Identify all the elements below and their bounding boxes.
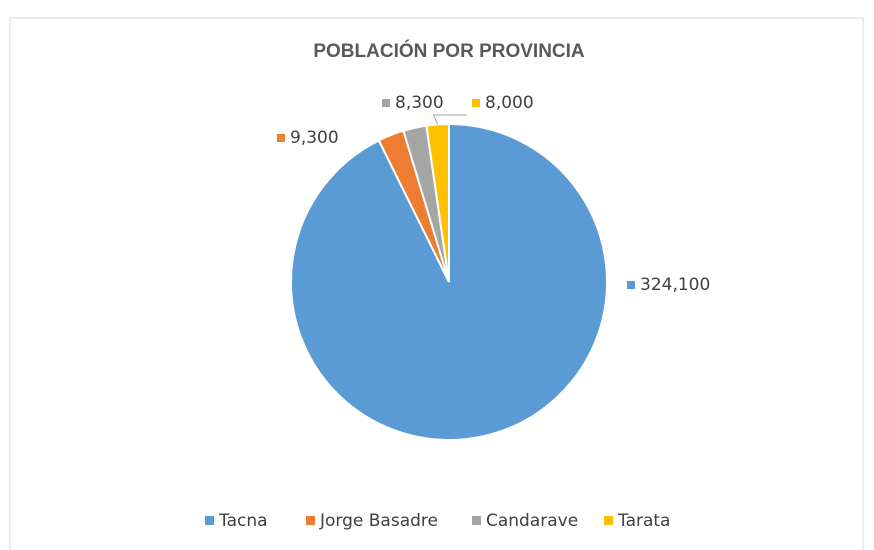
- chart-title: POBLACIÓN POR PROVINCIA: [313, 40, 585, 62]
- data-label: 324,100: [640, 275, 710, 295]
- legend-marker: [604, 516, 613, 525]
- data-label: 8,000: [485, 93, 534, 113]
- data-label-marker: [472, 99, 480, 107]
- pie-slice: [290, 122, 608, 441]
- data-label-marker: [277, 134, 285, 142]
- data-label: 9,300: [290, 128, 339, 148]
- data-label: 8,300: [395, 93, 444, 113]
- legend-marker: [472, 516, 481, 525]
- leader-line: [432, 114, 467, 125]
- legend-label: Candarave: [486, 511, 578, 531]
- legend-marker: [205, 516, 214, 525]
- data-label-marker: [382, 99, 390, 107]
- legend-marker: [306, 516, 315, 525]
- legend-label: Tacna: [218, 511, 268, 531]
- data-label-marker: [627, 281, 635, 289]
- chart-frame: [9, 17, 864, 550]
- legend-label: Jorge Basadre: [319, 511, 438, 531]
- legend-label: Tarata: [617, 511, 670, 531]
